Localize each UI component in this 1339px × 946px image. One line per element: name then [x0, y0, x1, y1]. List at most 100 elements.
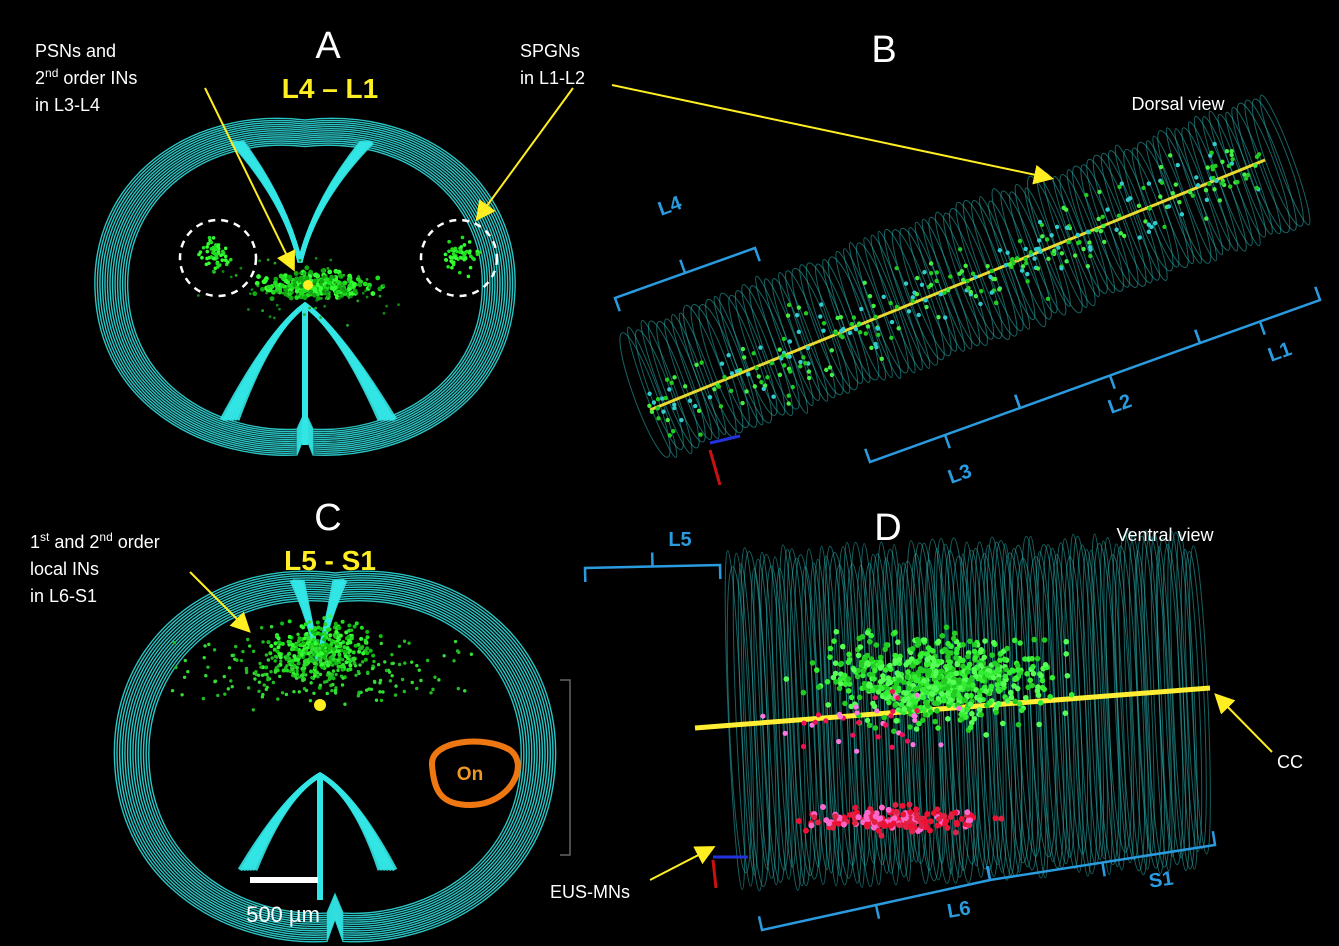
cell — [317, 657, 320, 660]
cell — [967, 817, 973, 823]
cell — [348, 663, 352, 667]
cell — [806, 346, 810, 350]
cell — [212, 270, 215, 273]
cell — [337, 649, 341, 653]
cell — [896, 822, 902, 828]
cell — [260, 287, 265, 292]
cell — [289, 291, 292, 294]
cell — [325, 277, 330, 282]
cell — [832, 813, 838, 819]
cell — [801, 721, 806, 726]
cell — [292, 282, 297, 287]
cell — [963, 714, 969, 720]
cell — [1180, 212, 1184, 216]
cell — [781, 354, 785, 358]
cell — [380, 699, 383, 702]
cell — [1096, 217, 1100, 221]
cell — [846, 688, 852, 694]
cell — [945, 684, 951, 690]
cell — [288, 619, 292, 623]
cell — [943, 315, 947, 319]
cell — [957, 695, 963, 701]
cell — [712, 387, 716, 391]
cell — [892, 653, 898, 659]
cell — [936, 816, 942, 822]
cell — [293, 253, 296, 256]
annotation-part: in L1-L2 — [520, 68, 585, 88]
cell — [1209, 150, 1213, 154]
cell — [205, 245, 209, 249]
cell — [257, 690, 260, 693]
cell — [203, 656, 206, 659]
cell — [296, 658, 300, 662]
cell — [1011, 683, 1017, 689]
cell — [851, 667, 857, 673]
cell — [319, 282, 322, 285]
cell — [960, 269, 964, 273]
cell — [401, 678, 404, 681]
cell — [953, 830, 959, 836]
cell — [883, 723, 888, 728]
cell — [197, 294, 200, 297]
cell — [277, 664, 280, 667]
cell — [834, 331, 838, 335]
cell — [453, 247, 457, 251]
cell — [355, 292, 358, 295]
cell — [931, 810, 937, 816]
cell — [998, 816, 1004, 822]
cell — [878, 655, 884, 661]
cell — [173, 641, 176, 644]
cell — [870, 688, 876, 694]
cell — [347, 651, 350, 654]
cell — [379, 634, 383, 638]
cell — [1008, 690, 1014, 696]
cell — [951, 636, 957, 642]
cell — [942, 647, 948, 653]
cell — [284, 666, 287, 669]
cell — [1036, 266, 1040, 270]
cell — [251, 288, 254, 291]
cell — [886, 700, 892, 706]
cell — [385, 669, 388, 672]
cell — [915, 276, 919, 280]
cell — [328, 660, 331, 663]
cell — [836, 821, 842, 827]
cell — [305, 649, 308, 652]
cell — [295, 643, 299, 647]
cell — [323, 305, 326, 308]
cell — [656, 416, 660, 420]
cell — [1097, 190, 1101, 194]
cell — [869, 346, 873, 350]
cell — [927, 828, 933, 834]
cell — [882, 646, 888, 652]
label: On — [457, 764, 483, 785]
cell — [343, 703, 346, 706]
cell — [270, 625, 273, 628]
cell — [210, 241, 214, 245]
cell — [350, 636, 354, 640]
cell — [921, 678, 927, 684]
cell — [1102, 240, 1106, 244]
cell — [997, 657, 1003, 663]
cell — [327, 671, 330, 674]
cell — [839, 315, 843, 319]
cell — [872, 668, 878, 674]
cell — [987, 700, 993, 706]
cell — [470, 653, 473, 656]
cell — [672, 403, 676, 407]
cell — [1024, 261, 1028, 265]
cell — [330, 646, 333, 649]
cell — [798, 360, 802, 364]
cell — [824, 368, 828, 372]
cell — [907, 724, 913, 730]
cell — [336, 290, 341, 295]
cell — [457, 687, 460, 690]
cell — [910, 742, 915, 747]
cell — [979, 289, 983, 293]
cell — [912, 718, 917, 723]
cell — [320, 297, 323, 300]
cell — [1254, 186, 1258, 190]
cell — [209, 255, 213, 259]
cell — [273, 281, 278, 286]
cell — [935, 270, 939, 274]
